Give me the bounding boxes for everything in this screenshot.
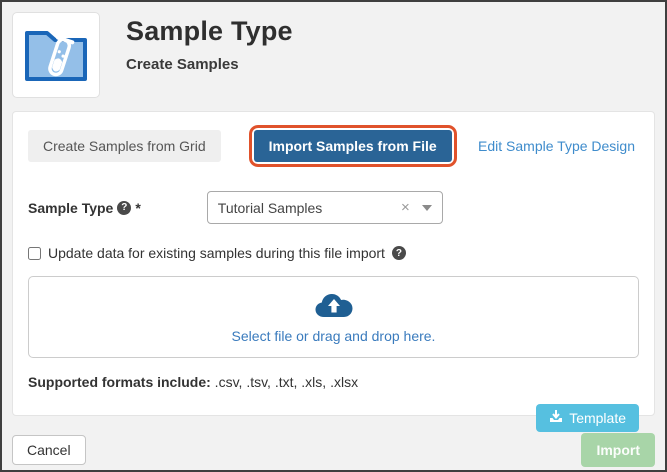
supported-formats: Supported formats include: .csv, .tsv, .… — [28, 374, 639, 390]
template-button[interactable]: Template — [536, 404, 639, 432]
page-header: Sample Type Create Samples — [2, 2, 665, 98]
tab-import-samples-from-file[interactable]: Import Samples from File — [253, 130, 452, 162]
import-panel: Create Samples from Grid Import Samples … — [12, 111, 655, 432]
update-checkbox-row: Update data for existing samples during … — [28, 245, 639, 261]
orange-highlight-ring: Import Samples from File — [248, 125, 457, 167]
cancel-button[interactable]: Cancel — [12, 435, 86, 465]
update-help-icon[interactable]: ? — [391, 246, 406, 260]
sample-type-folder-test-tube-icon — [23, 23, 89, 88]
sample-type-dropdown[interactable]: Tutorial Samples × — [206, 191, 443, 224]
template-button-label: Template — [569, 410, 626, 426]
sample-type-label-text: Sample Type — [28, 199, 114, 216]
template-row: Template — [28, 404, 639, 432]
sample-type-help-icon[interactable]: ? — [117, 200, 132, 215]
update-checkbox-label: Update data for existing samples during … — [48, 245, 385, 261]
supported-formats-label: Supported formats include: — [28, 374, 211, 390]
dropzone-text: Select file or drag and drop here. — [231, 327, 436, 344]
clear-selection-icon[interactable]: × — [401, 199, 410, 216]
chevron-down-icon[interactable] — [421, 204, 432, 211]
sample-type-field-row: Sample Type ? * Tutorial Samples × — [28, 191, 639, 224]
file-dropzone[interactable]: Select file or drag and drop here. — [28, 276, 639, 358]
page-subtitle: Create Samples — [126, 56, 239, 73]
page-title: Sample Type — [126, 16, 293, 46]
update-existing-samples-checkbox[interactable] — [28, 246, 41, 260]
footer-actions: Cancel Import — [2, 416, 665, 467]
header-text: Sample Type Create Samples — [126, 12, 293, 73]
sample-type-label: Sample Type ? * — [28, 200, 141, 216]
edit-sample-type-design-link[interactable]: Edit Sample Type Design — [478, 138, 635, 154]
required-marker: * — [135, 199, 141, 216]
tab-create-samples-from-grid[interactable]: Create Samples from Grid — [28, 130, 221, 162]
cloud-upload-icon — [314, 291, 354, 324]
download-icon — [549, 410, 563, 426]
sample-type-icon-card — [12, 12, 100, 98]
supported-formats-value: .csv, .tsv, .txt, .xls, .xlsx — [210, 374, 359, 390]
sample-type-dropdown-value: Tutorial Samples — [217, 199, 323, 216]
tab-row: Create Samples from Grid Import Samples … — [28, 125, 639, 167]
import-button[interactable]: Import — [581, 433, 655, 467]
